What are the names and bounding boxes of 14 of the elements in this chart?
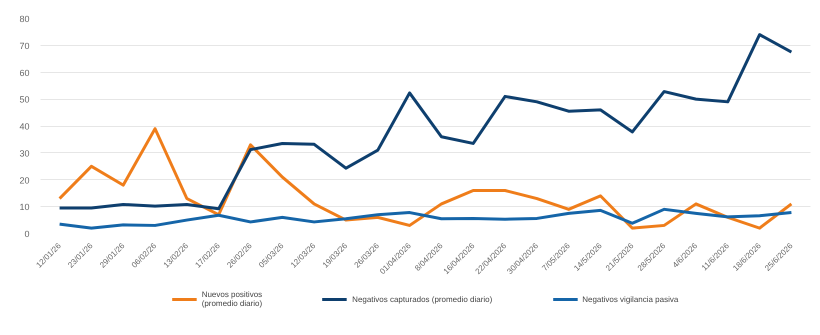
y-tick-label: 80 [19, 14, 30, 24]
legend-label: Negativos vigilancia pasiva [582, 294, 678, 304]
y-tick-label: 0 [24, 229, 30, 239]
line-series [58, 208, 793, 230]
legend-label: Negativos capturados (promedio diario) [352, 294, 492, 304]
line-series [58, 33, 793, 210]
y-tick-label: 50 [19, 94, 30, 105]
y-tick-label: 10 [19, 202, 30, 212]
y-tick-label: 40 [19, 122, 30, 132]
y-tick-label: 30 [19, 148, 30, 158]
y-tick-label: 20 [19, 175, 30, 186]
y-tick-label: 60 [19, 68, 30, 78]
y-tick-label: 70 [19, 40, 30, 51]
legend-label: Nuevos positivos (promedio diario) [202, 290, 262, 308]
